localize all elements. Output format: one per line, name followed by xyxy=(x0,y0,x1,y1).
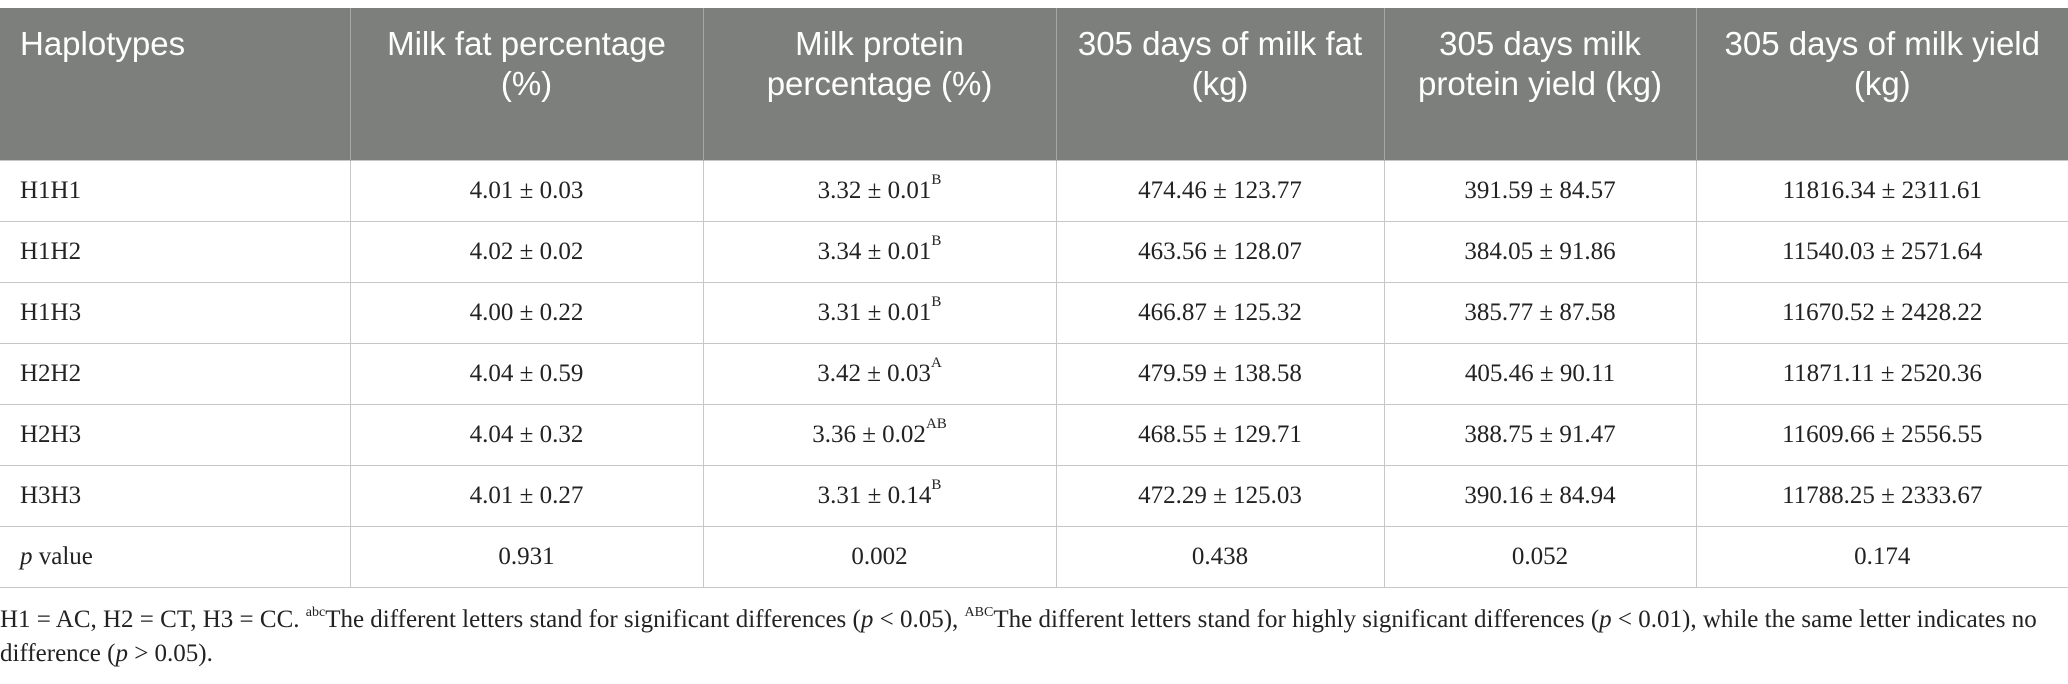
significance-letter: B xyxy=(931,233,942,250)
cell-fat-kg: 472.29 ± 125.03 xyxy=(1055,464,1385,527)
cell-protein-pct: 3.31 ± 0.14B xyxy=(702,464,1057,527)
cell-fat-kg: 463.56 ± 128.07 xyxy=(1055,220,1385,283)
cell-milk-kg: 11871.11 ± 2520.36 xyxy=(1695,342,2068,405)
cell-pvalue-protein-pct: 0.002 xyxy=(702,525,1057,588)
cell-protein-kg: 384.05 ± 91.86 xyxy=(1383,220,1697,283)
cell-haplotype: H1H2 xyxy=(0,220,351,283)
cell-protein-kg: 391.59 ± 84.57 xyxy=(1383,159,1697,222)
footnote-p2: p xyxy=(1599,606,1612,633)
cell-fat-kg: 474.46 ± 123.77 xyxy=(1055,159,1385,222)
cell-fat-pct: 4.04 ± 0.32 xyxy=(349,403,704,466)
table-row: H3H3 4.01 ± 0.27 3.31 ± 0.14B 472.29 ± 1… xyxy=(0,464,2068,527)
cell-pvalue-label: p value xyxy=(0,525,351,588)
cell-fat-kg: 468.55 ± 129.71 xyxy=(1055,403,1385,466)
footnote-text-e: > 0.05). xyxy=(127,640,213,667)
table-row: H1H1 4.01 ± 0.03 3.32 ± 0.01B 474.46 ± 1… xyxy=(0,159,2068,222)
cell-fat-pct: 4.02 ± 0.02 xyxy=(349,220,704,283)
cell-haplotype: H2H2 xyxy=(0,342,351,405)
cell-haplotype: H1H3 xyxy=(0,281,351,344)
cell-pvalue-fat-kg: 0.438 xyxy=(1055,525,1385,588)
header-305-milk-fat: 305 days of milk fat (kg) xyxy=(1055,8,1384,160)
protein-pct-value: 3.36 ± 0.02 xyxy=(812,420,926,448)
footnote-text-b: < 0.05), xyxy=(873,606,965,633)
cell-fat-pct: 4.01 ± 0.27 xyxy=(349,464,704,527)
footnote-text-c: The different letters stand for highly s… xyxy=(993,606,1600,633)
cell-fat-pct: 4.04 ± 0.59 xyxy=(349,342,704,405)
cell-haplotype: H1H1 xyxy=(0,159,351,222)
cell-protein-kg: 388.75 ± 91.47 xyxy=(1383,403,1697,466)
cell-fat-pct: 4.00 ± 0.22 xyxy=(349,281,704,344)
footnote-sup-upper: ABC xyxy=(964,604,994,620)
header-row: Haplotypes Milk fat percentage (%) Milk … xyxy=(0,8,2068,160)
cell-protein-pct: 3.34 ± 0.01B xyxy=(702,220,1057,283)
footnote-p1: p xyxy=(860,606,874,633)
protein-pct-value: 3.42 ± 0.03 xyxy=(817,359,931,387)
cell-fat-kg: 466.87 ± 125.32 xyxy=(1055,281,1385,344)
footnote-sup-lower: abc xyxy=(305,604,326,620)
cell-protein-pct: 3.36 ± 0.02AB xyxy=(702,403,1057,466)
cell-milk-kg: 11540.03 ± 2571.64 xyxy=(1695,220,2068,283)
significance-letter: AB xyxy=(925,416,947,433)
footnote-intro: H1 = AC, H2 = CT, H3 = CC. xyxy=(0,606,306,633)
protein-pct-value: 3.31 ± 0.14 xyxy=(817,481,932,509)
cell-milk-kg: 11670.52 ± 2428.22 xyxy=(1695,281,2068,344)
table-row: H1H3 4.00 ± 0.22 3.31 ± 0.01B 466.87 ± 1… xyxy=(0,281,2068,344)
footnote-text-d: < 0.01), while the same letter indicates… xyxy=(0,606,2037,667)
pvalue-row: p value 0.931 0.002 0.438 0.052 0.174 xyxy=(0,525,2068,588)
cell-protein-pct: 3.32 ± 0.01B xyxy=(702,159,1057,222)
cell-pvalue-protein-kg: 0.052 xyxy=(1383,525,1697,588)
cell-fat-kg: 479.59 ± 138.58 xyxy=(1055,342,1385,405)
cell-fat-pct: 4.01 ± 0.03 xyxy=(349,159,704,222)
significance-letter: B xyxy=(931,477,942,494)
protein-pct-value: 3.32 ± 0.01 xyxy=(817,176,932,204)
table-row: H2H3 4.04 ± 0.32 3.36 ± 0.02AB 468.55 ± … xyxy=(0,403,2068,466)
significance-letter: A xyxy=(930,355,942,372)
significance-letter: B xyxy=(931,172,942,189)
header-305-milk-yield: 305 days of milk yield (kg) xyxy=(1695,8,2068,160)
cell-protein-pct: 3.42 ± 0.03A xyxy=(702,342,1057,405)
cell-protein-kg: 390.16 ± 84.94 xyxy=(1383,464,1697,527)
table-row: H1H2 4.02 ± 0.02 3.34 ± 0.01B 463.56 ± 1… xyxy=(0,220,2068,283)
header-milk-protein-percentage: Milk protein percentage (%) xyxy=(702,8,1056,160)
cell-pvalue-milk-kg: 0.174 xyxy=(1695,525,2068,588)
significance-letter: B xyxy=(931,294,942,311)
cell-milk-kg: 11788.25 ± 2333.67 xyxy=(1695,464,2068,527)
footnote-text-a: The different letters stand for signific… xyxy=(325,606,861,633)
cell-protein-pct: 3.31 ± 0.01B xyxy=(702,281,1057,344)
haplotype-traits-table: Haplotypes Milk fat percentage (%) Milk … xyxy=(0,8,2068,588)
header-milk-fat-percentage: Milk fat percentage (%) xyxy=(349,8,703,160)
cell-haplotype: H2H3 xyxy=(0,403,351,466)
pvalue-label-rest: value xyxy=(32,542,93,570)
protein-pct-value: 3.31 ± 0.01 xyxy=(817,298,932,326)
header-haplotypes: Haplotypes xyxy=(0,8,350,160)
cell-haplotype: H3H3 xyxy=(0,464,351,527)
cell-protein-kg: 385.77 ± 87.58 xyxy=(1383,281,1697,344)
cell-pvalue-fat-pct: 0.931 xyxy=(349,525,704,588)
table-footnote: H1 = AC, H2 = CT, H3 = CC. abcThe differ… xyxy=(0,603,2040,671)
cell-protein-kg: 405.46 ± 90.11 xyxy=(1383,342,1697,405)
p-italic: p xyxy=(20,542,33,570)
protein-pct-value: 3.34 ± 0.01 xyxy=(817,237,932,265)
cell-milk-kg: 11816.34 ± 2311.61 xyxy=(1695,159,2068,222)
footnote-p3: p xyxy=(115,640,128,667)
header-305-protein-yield: 305 days milk protein yield (kg) xyxy=(1383,8,1696,160)
table-row: H2H2 4.04 ± 0.59 3.42 ± 0.03A 479.59 ± 1… xyxy=(0,342,2068,405)
table-wrapper: Haplotypes Milk fat percentage (%) Milk … xyxy=(0,8,2068,588)
cell-milk-kg: 11609.66 ± 2556.55 xyxy=(1695,403,2068,466)
